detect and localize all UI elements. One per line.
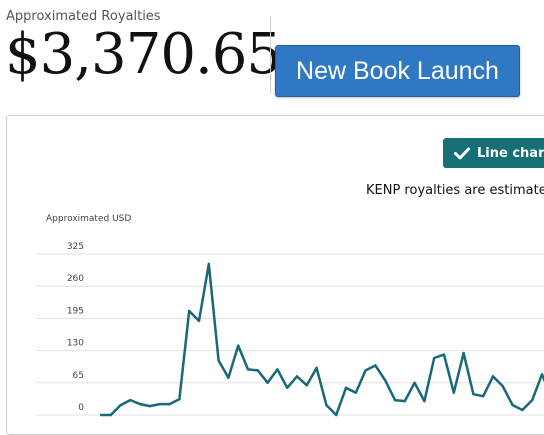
data-point-10[interactable] [197, 319, 201, 323]
header-divider [270, 16, 271, 94]
data-point-8[interactable] [178, 397, 181, 401]
data-point-40[interactable] [491, 375, 495, 378]
royalties-line-chart: 0 65 130 195 260 325 [36, 242, 544, 417]
data-point-23[interactable] [325, 403, 328, 407]
data-point-44[interactable] [531, 398, 534, 402]
data-point-26[interactable] [354, 391, 357, 394]
data-point-34[interactable] [433, 356, 436, 360]
data-point-37[interactable] [462, 351, 465, 355]
kenp-estimate-note: KENP royalties are estimated f [366, 183, 544, 198]
data-point-0[interactable] [99, 413, 103, 417]
data-point-29[interactable] [384, 379, 387, 382]
y-tick-label: 0 [78, 403, 84, 413]
data-point-19[interactable] [286, 386, 289, 389]
y-axis-title: Approximated USD [46, 214, 132, 224]
line-chart-toggle[interactable]: Line chart [443, 138, 544, 168]
data-point-13[interactable] [227, 376, 230, 380]
data-point-22[interactable] [315, 366, 318, 370]
data-point-32[interactable] [413, 381, 416, 384]
data-point-36[interactable] [452, 391, 455, 394]
data-point-45[interactable] [540, 373, 544, 376]
data-point-42[interactable] [511, 403, 514, 407]
chart-panel [6, 115, 544, 435]
data-point-11[interactable] [207, 262, 210, 266]
y-tick-label: 325 [67, 242, 84, 252]
data-point-12[interactable] [217, 359, 220, 362]
data-point-5[interactable] [148, 404, 152, 408]
y-tick-label: 130 [67, 339, 84, 349]
data-point-38[interactable] [472, 392, 475, 396]
data-point-31[interactable] [403, 399, 406, 403]
data-point-43[interactable] [521, 408, 524, 412]
data-point-2[interactable] [119, 403, 122, 407]
data-point-3[interactable] [129, 398, 132, 402]
data-point-17[interactable] [266, 381, 269, 384]
royalties-label: Approximated Royalties [6, 9, 161, 24]
data-point-41[interactable] [501, 385, 504, 388]
data-point-21[interactable] [305, 384, 308, 387]
line-chart-toggle-label: Line chart [477, 145, 544, 161]
data-point-6[interactable] [158, 402, 161, 406]
data-point-30[interactable] [393, 398, 397, 402]
data-point-9[interactable] [188, 309, 191, 313]
data-point-28[interactable] [374, 364, 377, 367]
data-point-25[interactable] [344, 386, 348, 389]
data-point-18[interactable] [276, 368, 279, 371]
data-point-16[interactable] [256, 369, 259, 372]
data-point-33[interactable] [423, 399, 426, 403]
new-book-launch-button[interactable]: New Book Launch [275, 45, 520, 97]
data-point-27[interactable] [364, 369, 367, 372]
data-point-15[interactable] [246, 368, 250, 371]
data-point-20[interactable] [295, 375, 299, 378]
data-point-4[interactable] [139, 402, 142, 406]
y-tick-label: 65 [73, 371, 84, 381]
y-tick-label: 260 [67, 274, 84, 284]
y-tick-label: 195 [67, 306, 84, 316]
check-icon [454, 147, 470, 159]
royalties-amount: $3,370.65 [5, 22, 282, 87]
data-point-24[interactable] [335, 413, 338, 417]
data-point-14[interactable] [237, 344, 240, 347]
data-point-1[interactable] [109, 413, 113, 417]
data-point-35[interactable] [442, 353, 446, 356]
data-point-39[interactable] [482, 394, 485, 398]
data-point-7[interactable] [168, 402, 171, 406]
